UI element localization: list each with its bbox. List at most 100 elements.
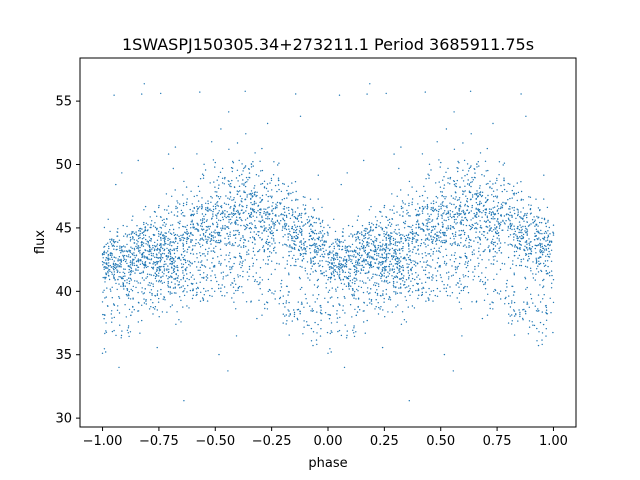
data-point <box>246 194 248 196</box>
data-point <box>160 243 162 246</box>
data-point <box>278 222 280 224</box>
data-point <box>373 258 376 260</box>
data-point <box>360 231 363 233</box>
data-point <box>338 248 340 250</box>
data-point <box>170 281 173 283</box>
data-point <box>337 297 339 299</box>
data-point <box>544 260 547 262</box>
data-point <box>370 226 372 228</box>
data-point <box>410 269 412 272</box>
data-point <box>170 262 172 265</box>
data-point <box>419 278 421 280</box>
data-point <box>412 284 414 287</box>
data-point <box>519 248 521 250</box>
data-point <box>240 224 242 227</box>
data-point <box>259 288 261 290</box>
data-point <box>323 250 325 253</box>
data-point <box>517 257 519 259</box>
data-point <box>465 224 468 227</box>
data-point <box>468 242 470 244</box>
data-point <box>362 245 365 247</box>
data-point <box>390 263 393 265</box>
y-axis-label: flux <box>33 230 48 254</box>
data-point <box>345 285 348 287</box>
data-point <box>535 262 537 264</box>
data-point <box>218 353 220 356</box>
data-point <box>228 227 230 230</box>
data-point <box>470 225 472 228</box>
data-point <box>534 225 536 227</box>
data-point <box>244 185 247 188</box>
data-point <box>512 233 515 235</box>
data-point <box>135 260 138 263</box>
data-point <box>539 244 542 247</box>
data-point <box>199 225 202 227</box>
data-point <box>173 234 176 237</box>
data-point <box>348 288 350 290</box>
data-point <box>303 306 305 308</box>
data-point <box>417 288 420 290</box>
data-point <box>384 316 386 318</box>
data-point <box>205 276 207 278</box>
data-point <box>539 321 542 324</box>
data-point <box>182 272 184 274</box>
data-point <box>183 400 185 402</box>
data-point <box>463 276 465 278</box>
data-point <box>263 208 265 210</box>
data-point <box>455 284 457 286</box>
data-point <box>204 248 207 251</box>
data-point <box>388 218 391 221</box>
data-point <box>369 292 371 294</box>
data-point <box>243 184 245 186</box>
data-point <box>374 262 376 264</box>
data-point <box>179 296 181 298</box>
data-point <box>484 288 487 290</box>
data-point <box>314 269 317 272</box>
data-point <box>211 262 213 264</box>
data-point <box>417 248 419 250</box>
data-point <box>399 214 401 216</box>
data-point <box>270 220 273 222</box>
data-point <box>109 230 111 233</box>
data-point <box>256 191 258 193</box>
data-point <box>331 263 333 265</box>
data-point <box>439 232 442 234</box>
data-point <box>304 270 307 272</box>
data-point <box>325 241 327 243</box>
data-point <box>300 216 302 219</box>
data-point <box>468 245 470 247</box>
data-point <box>400 277 402 280</box>
data-point <box>266 122 269 125</box>
data-point <box>363 261 365 263</box>
data-point <box>294 211 297 213</box>
data-point <box>445 128 448 130</box>
data-point <box>388 273 391 275</box>
data-point <box>259 276 261 279</box>
data-point <box>492 263 495 265</box>
data-point <box>105 243 107 246</box>
data-point <box>327 291 330 293</box>
data-point <box>212 159 215 161</box>
data-point <box>109 264 112 267</box>
data-point <box>343 283 346 285</box>
data-point <box>549 275 551 277</box>
data-point <box>416 214 418 217</box>
data-point <box>485 221 487 223</box>
data-point <box>103 268 105 270</box>
data-point <box>160 280 163 282</box>
data-point <box>273 227 275 229</box>
data-point <box>436 295 439 297</box>
data-point <box>490 208 492 210</box>
data-point <box>342 271 344 273</box>
data-point <box>128 249 130 252</box>
data-point <box>300 228 303 231</box>
data-point <box>528 253 530 255</box>
data-point <box>231 266 233 268</box>
data-point <box>407 225 409 228</box>
data-point <box>339 316 341 319</box>
data-point <box>545 309 548 311</box>
data-point <box>408 248 410 250</box>
data-point <box>261 293 263 295</box>
data-point <box>405 279 408 281</box>
data-point <box>252 195 254 197</box>
